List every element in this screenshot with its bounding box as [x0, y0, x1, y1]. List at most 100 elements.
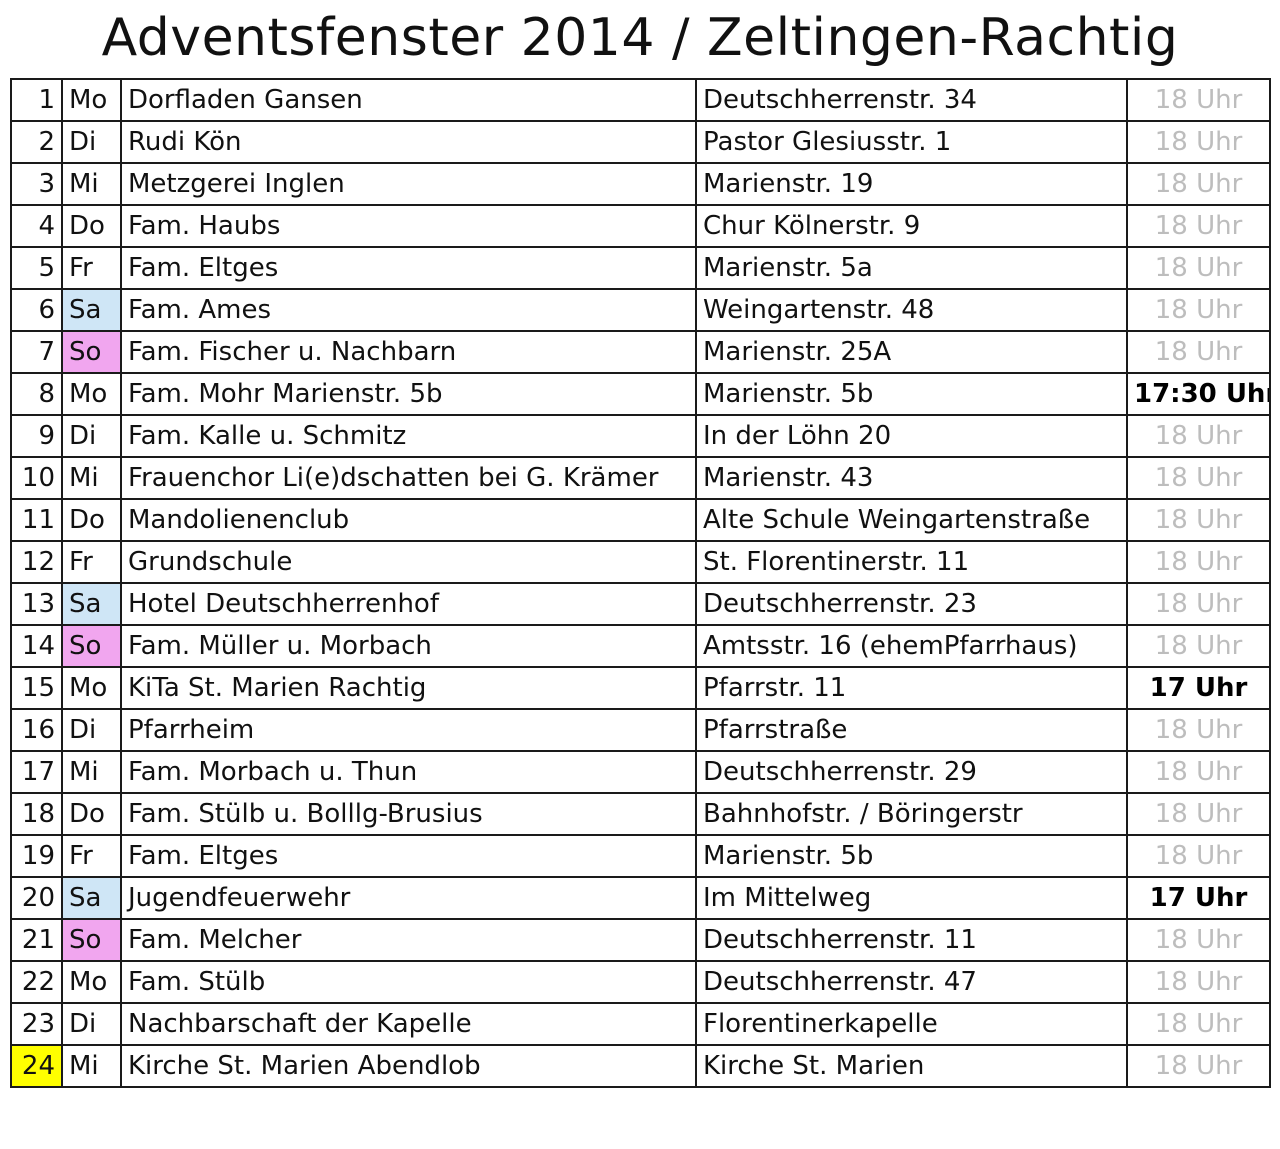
weekday-cell: Sa — [61, 876, 122, 920]
weekday-cell: So — [61, 330, 122, 374]
day-number-cell: 2 — [10, 120, 63, 164]
weekday-cell: Sa — [61, 288, 122, 332]
day-number-cell: 4 — [10, 204, 63, 248]
weekday-cell: Fr — [61, 834, 122, 878]
day-number-cell: 17 — [10, 750, 63, 794]
day-number-cell: 16 — [10, 708, 63, 752]
address-cell: Deutschherrenstr. 11 — [695, 918, 1128, 962]
table-row: 6 Sa Fam. Ames Weingartenstr. 48 18 Uhr — [10, 288, 1271, 332]
time-cell: 18 Uhr — [1126, 960, 1271, 1004]
time-cell: 18 Uhr — [1126, 624, 1271, 668]
table-row: 22 Mo Fam. Stülb Deutschherrenstr. 47 18 Uhr — [10, 960, 1271, 1004]
time-cell: 18 Uhr — [1126, 708, 1271, 752]
host-name-cell: Mandolienenclub — [120, 498, 697, 542]
address-cell: Deutschherrenstr. 29 — [695, 750, 1128, 794]
host-name-cell: Fam. Ames — [120, 288, 697, 332]
address-cell: Marienstr. 25A — [695, 330, 1128, 374]
time-cell: 18 Uhr — [1126, 78, 1271, 122]
host-name-cell: Hotel Deutschherrenhof — [120, 582, 697, 626]
table-row: 18 Do Fam. Stülb u. Bolllg-Brusius Bahnhofs… — [10, 792, 1271, 836]
time-cell: 18 Uhr — [1126, 1044, 1271, 1088]
address-cell: Pastor Glesiusstr. 1 — [695, 120, 1128, 164]
table-row: 24 Mi Kirche St. Marien Abendlob Kirche St.… — [10, 1044, 1271, 1088]
weekday-cell: So — [61, 918, 122, 962]
table-row: 14 So Fam. Müller u. Morbach Amtsstr. 16 (e… — [10, 624, 1271, 668]
time-cell: 18 Uhr — [1126, 582, 1271, 626]
table-row: 23 Di Nachbarschaft der Kapelle Florentiner… — [10, 1002, 1271, 1046]
address-cell: Marienstr. 5b — [695, 834, 1128, 878]
time-cell: 18 Uhr — [1126, 246, 1271, 290]
time-cell: 18 Uhr — [1126, 288, 1271, 332]
day-number-cell: 12 — [10, 540, 63, 584]
time-cell: 18 Uhr — [1126, 918, 1271, 962]
table-row: 7 So Fam. Fischer u. Nachbarn Marienstr. 25… — [10, 330, 1271, 374]
weekday-cell: Sa — [61, 582, 122, 626]
weekday-cell: Mi — [61, 456, 122, 500]
weekday-cell: Do — [61, 204, 122, 248]
host-name-cell: Pfarrheim — [120, 708, 697, 752]
weekday-cell: Di — [61, 708, 122, 752]
time-cell: 17 Uhr — [1126, 666, 1271, 710]
weekday-cell: Fr — [61, 246, 122, 290]
time-cell: 18 Uhr — [1126, 456, 1271, 500]
day-number-cell: 3 — [10, 162, 63, 206]
time-cell: 18 Uhr — [1126, 330, 1271, 374]
address-cell: Kirche St. Marien — [695, 1044, 1128, 1088]
host-name-cell: Fam. Müller u. Morbach — [120, 624, 697, 668]
address-cell: Amtsstr. 16 (ehemPfarrhaus) — [695, 624, 1128, 668]
table-row: 1 Mo Dorfladen Gansen Deutschherrenstr. 34 1… — [10, 78, 1271, 122]
address-cell: Pfarrstr. 11 — [695, 666, 1128, 710]
table-row: 8 Mo Fam. Mohr Marienstr. 5b Marienstr. 5b 1… — [10, 372, 1271, 416]
time-cell: 18 Uhr — [1126, 750, 1271, 794]
time-cell: 18 Uhr — [1126, 792, 1271, 836]
address-cell: Weingartenstr. 48 — [695, 288, 1128, 332]
host-name-cell: Fam. Fischer u. Nachbarn — [120, 330, 697, 374]
time-cell: 18 Uhr — [1126, 540, 1271, 584]
host-name-cell: Fam. Eltges — [120, 246, 697, 290]
address-cell: Alte Schule Weingartenstraße — [695, 498, 1128, 542]
day-number-cell: 22 — [10, 960, 63, 1004]
host-name-cell: Fam. Kalle u. Schmitz — [120, 414, 697, 458]
day-number-cell: 5 — [10, 246, 63, 290]
day-number-cell: 9 — [10, 414, 63, 458]
day-number-cell: 1 — [10, 78, 63, 122]
table-row: 2 Di Rudi Kön Pastor Glesiusstr. 1 18 Uhr — [10, 120, 1271, 164]
day-number-cell: 10 — [10, 456, 63, 500]
advent-schedule-table: 1 Mo Dorfladen Gansen Deutschherrenstr. 34 1… — [10, 78, 1271, 1088]
address-cell: Florentinerkapelle — [695, 1002, 1128, 1046]
host-name-cell: Nachbarschaft der Kapelle — [120, 1002, 697, 1046]
table-row: 15 Mo KiTa St. Marien Rachtig Pfarrstr. 11 1… — [10, 666, 1271, 710]
weekday-cell: Mo — [61, 78, 122, 122]
weekday-cell: Di — [61, 1002, 122, 1046]
address-cell: In der Löhn 20 — [695, 414, 1128, 458]
day-number-cell: 20 — [10, 876, 63, 920]
host-name-cell: KiTa St. Marien Rachtig — [120, 666, 697, 710]
host-name-cell: Fam. Mohr Marienstr. 5b — [120, 372, 697, 416]
host-name-cell: Rudi Kön — [120, 120, 697, 164]
address-cell: Chur Kölnerstr. 9 — [695, 204, 1128, 248]
address-cell: Deutschherrenstr. 34 — [695, 78, 1128, 122]
address-cell: Marienstr. 43 — [695, 456, 1128, 500]
host-name-cell: Kirche St. Marien Abendlob — [120, 1044, 697, 1088]
host-name-cell: Fam. Stülb — [120, 960, 697, 1004]
table-row: 10 Mi Frauenchor Li(e)dschatten bei G. Krä… — [10, 456, 1271, 500]
address-cell: Marienstr. 5b — [695, 372, 1128, 416]
address-cell: Bahnhofstr. / Böringerstr — [695, 792, 1128, 836]
table-row: 20 Sa Jugendfeuerwehr Im Mittelweg 17 Uhr — [10, 876, 1271, 920]
day-number-cell: 6 — [10, 288, 63, 332]
weekday-cell: Mi — [61, 1044, 122, 1088]
page-title: Adventsfenster 2014 / Zeltingen-Rachtig — [101, 8, 1179, 68]
host-name-cell: Jugendfeuerwehr — [120, 876, 697, 920]
table-row: 19 Fr Fam. Eltges Marienstr. 5b 18 Uhr — [10, 834, 1271, 878]
day-number-cell: 7 — [10, 330, 63, 374]
weekday-cell: Mo — [61, 666, 122, 710]
host-name-cell: Fam. Morbach u. Thun — [120, 750, 697, 794]
time-cell: 18 Uhr — [1126, 1002, 1271, 1046]
time-cell: 17:30 Uhr — [1126, 372, 1271, 416]
weekday-cell: Di — [61, 120, 122, 164]
table-row: 3 Mi Metzgerei Inglen Marienstr. 19 18 Uhr — [10, 162, 1271, 206]
address-cell: Deutschherrenstr. 23 — [695, 582, 1128, 626]
weekday-cell: Do — [61, 792, 122, 836]
host-name-cell: Fam. Eltges — [120, 834, 697, 878]
table-row: 12 Fr Grundschule St. Florentinerstr. 11 18 … — [10, 540, 1271, 584]
